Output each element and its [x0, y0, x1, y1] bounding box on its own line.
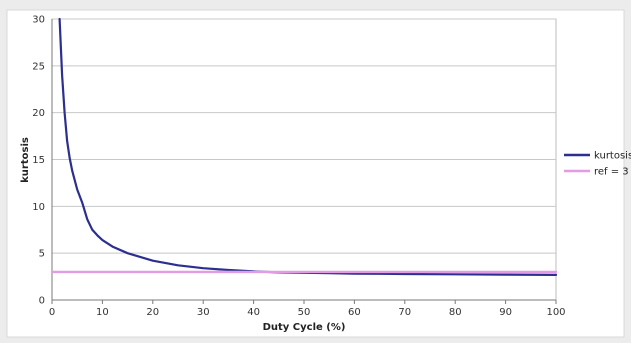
y-axis-label: kurtosis — [20, 137, 31, 183]
y-tick-label: 15 — [32, 155, 45, 166]
x-tick-label: 70 — [398, 307, 411, 318]
x-tick-label: 30 — [197, 307, 210, 318]
x-tick-label: 100 — [546, 307, 565, 318]
tick-labels: 0 5 10 15 20 25 30 0 10 20 30 40 50 60 70 80 90 100 — [32, 15, 565, 319]
x-tick-label: 50 — [298, 307, 311, 318]
legend-label: ref = 3 — [594, 167, 629, 178]
x-tick-label: 90 — [499, 307, 512, 318]
series-lines — [50, 17, 558, 276]
y-tick-label: 20 — [32, 108, 45, 119]
x-tick-label: 20 — [146, 307, 159, 318]
x-tick-label: 0 — [49, 307, 55, 318]
y-tick-label: 30 — [32, 15, 45, 26]
gridlines — [52, 18, 556, 254]
x-tick-label: 80 — [449, 307, 462, 318]
x-tick-label: 40 — [247, 307, 260, 318]
y-tick-label: 10 — [32, 202, 45, 213]
x-tick-label: 10 — [96, 307, 109, 318]
series-line-kurtosis — [58, 17, 558, 276]
x-tick-label: 60 — [348, 307, 361, 318]
x-axis-label: Duty Cycle (%) — [263, 322, 346, 333]
y-tick-label: 0 — [39, 296, 45, 307]
y-tick-label: 25 — [32, 61, 45, 72]
y-tick-label: 5 — [39, 249, 45, 260]
legend-label: kurtosis — [594, 151, 631, 162]
legend: kurtosis ref = 3 — [564, 151, 631, 178]
